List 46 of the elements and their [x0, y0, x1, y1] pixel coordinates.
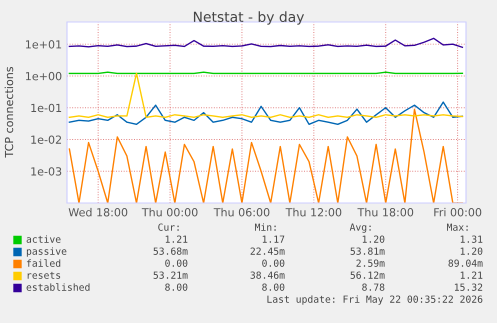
text: 1.17: [262, 236, 284, 243]
legend-label: passive: [26, 247, 66, 257]
text: 1.21: [460, 271, 482, 279]
y-axis-title: TCP connections: [4, 66, 14, 158]
text: 53.81m: [350, 247, 385, 255]
x-tick-label: Thu 12:00: [286, 208, 342, 216]
y-tick-label: 1e+00: [26, 72, 62, 80]
chart-title: Netstat - by day: [194, 11, 304, 25]
line-series: [68, 101, 464, 126]
text: 22.45m: [250, 247, 285, 255]
text: Last update: Fri May 22 00:35:22 2026: [267, 295, 482, 305]
text: 53.68m: [154, 247, 188, 255]
x-tick-label: Thu 18:00: [357, 208, 414, 216]
legend-label: established: [26, 283, 90, 291]
text: 2.59m: [356, 259, 385, 267]
line-series: [68, 72, 464, 118]
text: 8.78: [362, 283, 384, 291]
text: Avg:: [350, 224, 371, 233]
x-tick-label: Fri 00:00: [434, 208, 482, 216]
line-series: [68, 38, 464, 48]
y-tick-label: 1e+01: [26, 40, 62, 49]
y-tick-label: 1e-01: [31, 104, 62, 112]
text: Max:: [446, 224, 468, 231]
text: 8.00: [165, 283, 188, 291]
y-tick-label: 1e-02: [31, 135, 62, 144]
x-tick-label: Wed 18:00: [68, 208, 128, 216]
text: 0.00: [262, 259, 284, 267]
legend-label: failed: [26, 259, 60, 267]
text: 89.04m: [448, 259, 483, 267]
text: 1.31: [460, 235, 482, 243]
text: Min:: [254, 223, 276, 231]
text: 53.21m: [154, 271, 188, 279]
text: 8.00: [262, 283, 284, 291]
text: 15.32: [454, 283, 482, 291]
text: 38.46m: [250, 271, 285, 279]
text: 1.20: [362, 235, 384, 243]
y-tick-label: 1e-03: [31, 167, 62, 176]
x-tick-label: Thu 06:00: [214, 208, 270, 216]
text: 56.12m: [350, 271, 385, 279]
x-tick-label: Thu 00:00: [142, 208, 198, 216]
text: 1.20: [460, 247, 482, 255]
text: Cur:: [158, 223, 179, 231]
text: 1.21: [166, 235, 188, 243]
legend-label: resets: [28, 272, 60, 279]
text: 0.00: [165, 259, 188, 267]
legend-label: active: [26, 235, 61, 243]
